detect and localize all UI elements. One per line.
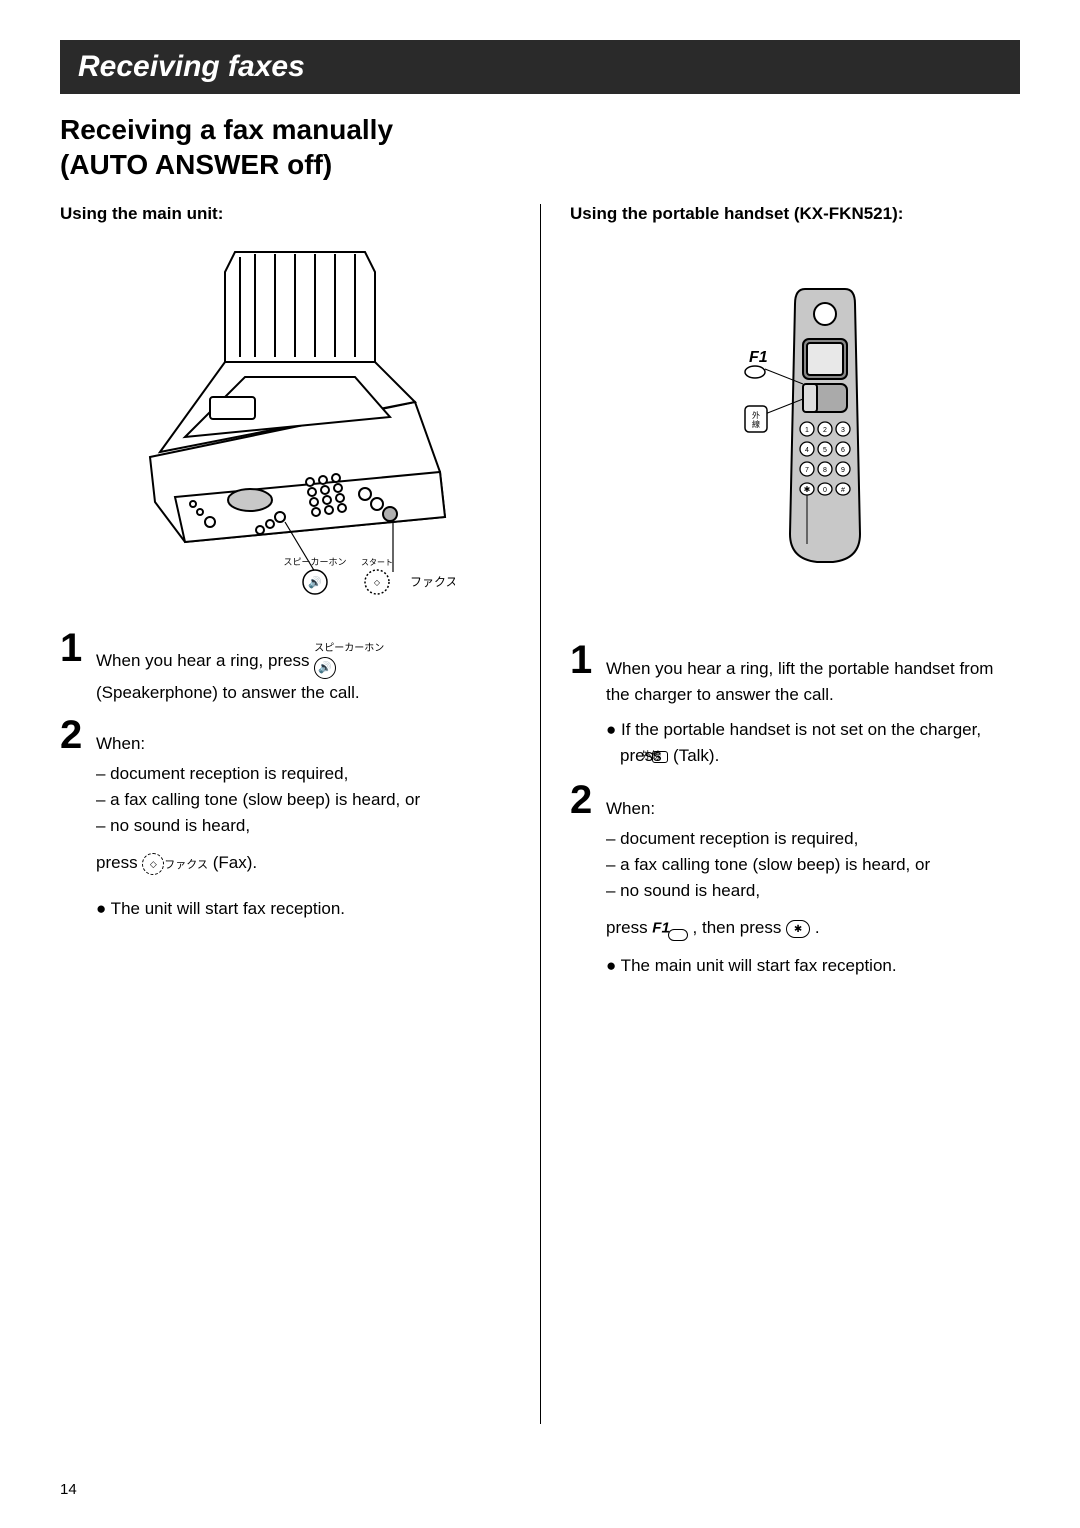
svg-text:F1: F1 [749, 349, 768, 366]
svg-text:7: 7 [805, 467, 809, 474]
step-number: 2 [570, 784, 600, 816]
svg-text:◇: ◇ [374, 578, 381, 587]
svg-text:ファクス: ファクス [410, 575, 455, 589]
svg-text:4: 4 [805, 447, 809, 454]
fax-button-icon: ◇ファクス [142, 850, 208, 876]
page-number: 14 [60, 1481, 77, 1498]
svg-text:線: 線 [752, 419, 760, 429]
right-step-1: 1 When you hear a ring, lift the portabl… [570, 644, 1020, 770]
page-title: Receiving faxes [78, 50, 305, 83]
star-button-icon: ✱ [786, 915, 810, 941]
speakerphone-icon: スピーカーホン 🔊 [314, 644, 384, 680]
svg-text:✱: ✱ [804, 485, 811, 494]
right-heading: Using the portable handset (KX-FKN521): [570, 204, 1020, 224]
step-number: 2 [60, 719, 90, 751]
svg-text:2: 2 [823, 427, 827, 434]
main-unit-illustration: スピーカーホン 🔊 ◇ ファクス スタート [60, 242, 510, 602]
svg-text:スピーカーホン: スピーカーホン [283, 557, 346, 567]
svg-text:6: 6 [841, 447, 845, 454]
column-divider [540, 204, 541, 1424]
svg-text:3: 3 [841, 427, 845, 434]
step-number: 1 [570, 644, 600, 676]
svg-text:#: # [841, 487, 845, 494]
handset-illustration: 1 2 3 4 5 6 7 8 9 ✱ 0 # [570, 284, 1020, 584]
left-heading: Using the main unit: [60, 204, 510, 224]
svg-text:0: 0 [823, 487, 827, 494]
svg-text:スタート: スタート [361, 558, 393, 567]
svg-text:5: 5 [823, 447, 827, 454]
f1-button-icon: F1 [652, 915, 688, 941]
step-number: 1 [60, 632, 90, 664]
svg-text:8: 8 [823, 467, 827, 474]
talk-button-icon: 外線 [666, 744, 668, 770]
left-step-1: 1 When you hear a ring, press スピーカーホン 🔊 … [60, 632, 510, 705]
section-subtitle: Receiving a fax manually (AUTO ANSWER of… [60, 112, 1020, 182]
right-column: Using the portable handset (KX-FKN521): [540, 204, 1020, 993]
svg-text:🔊: 🔊 [308, 575, 322, 589]
svg-text:外: 外 [752, 410, 760, 420]
left-step-2: 2 When: – document reception is required… [60, 719, 510, 922]
svg-text:9: 9 [841, 467, 845, 474]
svg-text:1: 1 [805, 427, 809, 434]
right-step-2: 2 When: – document reception is required… [570, 784, 1020, 979]
page-title-bar: Receiving faxes [60, 40, 1020, 94]
left-column: Using the main unit: [60, 204, 540, 993]
